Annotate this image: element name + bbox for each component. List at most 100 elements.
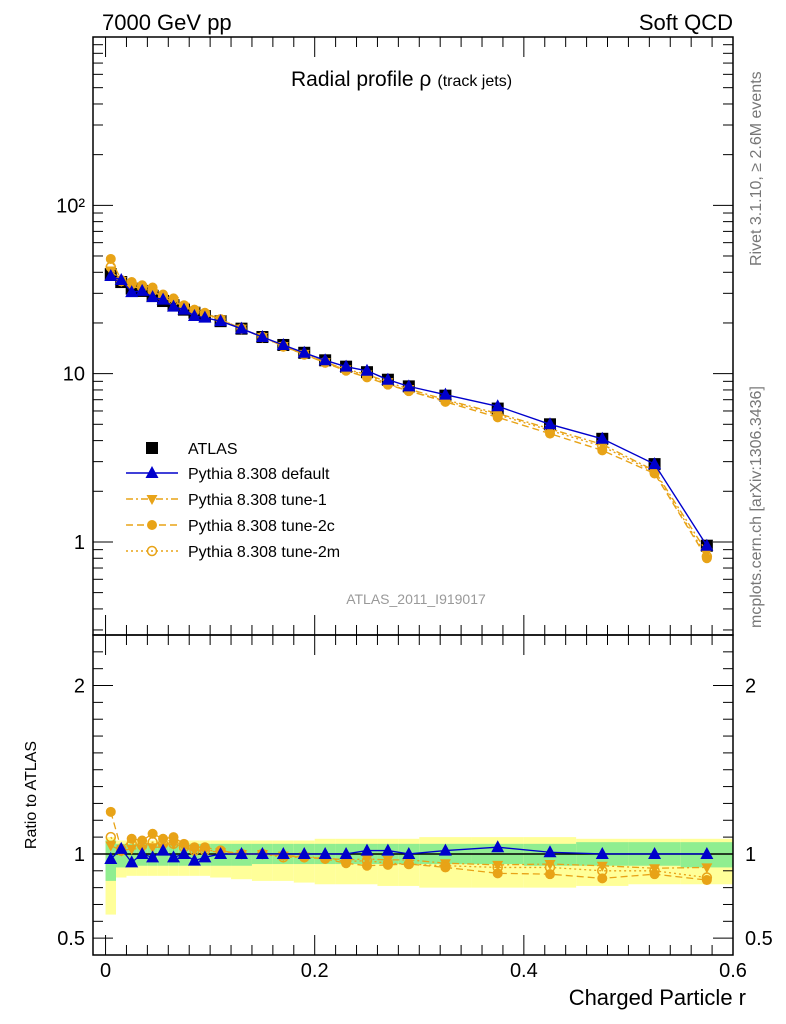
main-point bbox=[701, 551, 713, 562]
watermark: ATLAS_2011_I919017 bbox=[346, 591, 486, 607]
main-point bbox=[198, 310, 212, 323]
ratio-point bbox=[402, 846, 416, 859]
main-point bbox=[360, 363, 374, 376]
x-axis-label: Charged Particle r bbox=[569, 985, 746, 1010]
main-point bbox=[156, 292, 170, 305]
main-y-tick-label: 10 bbox=[63, 364, 85, 386]
main-point bbox=[114, 272, 128, 285]
legend: ATLAS Pythia 8.308 default Pythia 8.308 tu… bbox=[126, 441, 340, 561]
x-tick-label: 0.4 bbox=[510, 960, 538, 982]
ratio-point bbox=[147, 828, 158, 839]
main-point bbox=[187, 308, 201, 321]
ratio-point bbox=[381, 843, 395, 856]
ratio-point bbox=[491, 840, 505, 853]
ratio-y-tick-label: 1 bbox=[74, 844, 85, 866]
ratio-point bbox=[146, 850, 160, 863]
ratio-point bbox=[125, 855, 139, 868]
ratio-point bbox=[168, 839, 180, 850]
main-point bbox=[177, 302, 191, 315]
plot-title-main: Radial profile ρ bbox=[291, 68, 431, 91]
ratio-point bbox=[492, 862, 503, 873]
ratio-point bbox=[105, 831, 117, 843]
legend-label: Pythia 8.308 tune-2c bbox=[188, 518, 335, 535]
ratio-point bbox=[438, 843, 452, 856]
ratio-point bbox=[648, 846, 662, 859]
main-point bbox=[214, 314, 228, 327]
ratio-point bbox=[167, 850, 181, 863]
main-point bbox=[234, 321, 248, 334]
ratio-point bbox=[701, 872, 713, 883]
header-left: 7000 GeV pp bbox=[102, 10, 232, 35]
main-series-line bbox=[110, 258, 708, 559]
side-text-top: Rivet 3.1.10, ≥ 2.6M events bbox=[748, 71, 765, 266]
main-series-3 bbox=[105, 253, 712, 564]
ratio-y-axis: 0.5 0.5 1 1 2 2 bbox=[57, 634, 773, 956]
main-point bbox=[104, 269, 118, 282]
ratio-point bbox=[700, 846, 714, 859]
ratio-series-0 bbox=[104, 840, 714, 868]
ratio-panel-frame bbox=[92, 634, 734, 956]
main-point bbox=[255, 330, 269, 343]
main-y-tick-label: 1 bbox=[74, 532, 85, 554]
side-text-bottom: mcplots.cern.ch [arXiv:1306.3436] bbox=[748, 386, 765, 628]
legend-marker bbox=[146, 545, 158, 557]
legend-marker bbox=[147, 520, 157, 530]
legend-label: Pythia 8.308 tune-1 bbox=[188, 492, 327, 509]
ratio-point bbox=[701, 863, 713, 874]
ratio-point bbox=[597, 865, 608, 877]
ratio-point bbox=[276, 846, 290, 859]
ratio-point bbox=[135, 846, 149, 859]
ratio-point bbox=[544, 862, 556, 873]
main-point bbox=[700, 538, 714, 551]
ratio-point bbox=[297, 846, 311, 859]
main-point bbox=[491, 399, 505, 412]
ratio-point bbox=[595, 846, 609, 859]
ratio-y-tick-label: 2 bbox=[74, 676, 85, 698]
ratio-point bbox=[199, 842, 210, 853]
x-axis: 0 0.2 0.4 0.6 bbox=[100, 37, 747, 982]
main-point bbox=[339, 359, 353, 372]
main-point bbox=[595, 431, 609, 444]
ratio-y-tick-label: 0.5 bbox=[57, 928, 85, 950]
main-point bbox=[276, 337, 290, 350]
main-y-tick-label: 10² bbox=[56, 195, 85, 217]
ratio-point bbox=[649, 865, 660, 877]
plot-title: Radial profile ρ (track jets) bbox=[291, 68, 512, 91]
ratio-point bbox=[339, 846, 353, 859]
x-tick-label: 0 bbox=[100, 960, 111, 982]
main-point bbox=[125, 285, 139, 298]
legend-marker bbox=[145, 466, 159, 478]
ratio-point bbox=[187, 853, 201, 866]
legend-label: Pythia 8.308 default bbox=[188, 466, 330, 483]
ratio-point bbox=[403, 858, 415, 870]
ratio-point bbox=[177, 846, 191, 859]
ratio-point bbox=[168, 838, 179, 850]
main-point bbox=[438, 387, 452, 400]
legend-marker bbox=[146, 495, 158, 505]
ratio-point bbox=[403, 859, 414, 870]
plot-title-sub: (track jets) bbox=[437, 73, 512, 90]
main-point bbox=[147, 282, 158, 293]
ratio-point bbox=[360, 843, 374, 856]
main-point bbox=[318, 353, 332, 366]
main-series-1 bbox=[104, 269, 714, 551]
legend-marker bbox=[146, 442, 158, 454]
ratio-y-label: Ratio to ATLAS bbox=[23, 741, 40, 849]
ratio-point bbox=[543, 845, 557, 858]
ratio-point bbox=[382, 857, 394, 869]
ratio-point bbox=[255, 846, 269, 859]
main-series-4 bbox=[105, 261, 713, 562]
main-point bbox=[543, 417, 557, 430]
main-point bbox=[402, 379, 416, 392]
ratio-point bbox=[214, 846, 228, 859]
main-point bbox=[168, 293, 179, 304]
main-y-axis: 1 10 10² bbox=[56, 36, 733, 631]
main-point bbox=[105, 253, 116, 264]
ratio-point bbox=[597, 873, 608, 884]
ratio-point bbox=[440, 860, 451, 871]
ratio-point bbox=[105, 806, 116, 817]
ratio-point bbox=[114, 841, 128, 854]
x-tick-label: 0.2 bbox=[301, 960, 329, 982]
ratio-point bbox=[234, 846, 248, 859]
